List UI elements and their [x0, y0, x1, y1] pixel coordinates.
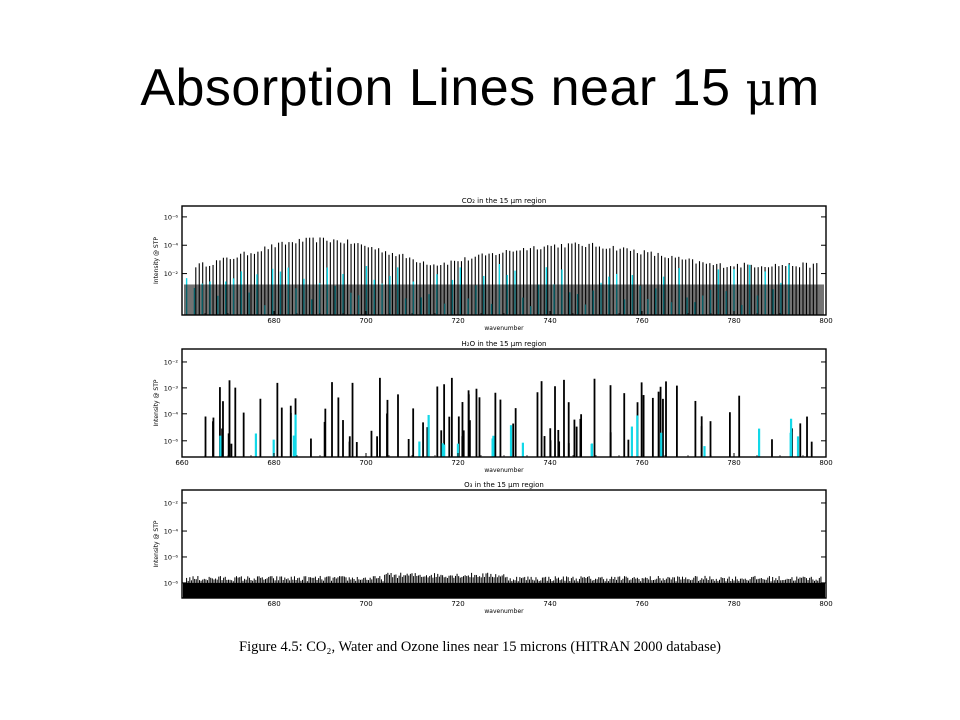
y-tick-label: 10⁻⁶ [164, 553, 179, 561]
panel-title: O₃ in the 15 μm region [464, 481, 544, 489]
x-tick-label: 740 [543, 459, 556, 467]
x-axis-label: wavenumber [484, 325, 524, 332]
y-tick-label: 10⁻⁶ [164, 437, 179, 445]
y-tick-label: 10⁻³ [164, 384, 179, 392]
slide-title: Absorption Lines near 15 μm [0, 58, 960, 118]
x-tick-label: 720 [451, 600, 464, 608]
panel-h2o: H₂O in the 15 μm region 660 680 700 720 740 76… [153, 340, 833, 474]
x-tick-label: 700 [359, 317, 372, 325]
panel-co2: CO₂ in the 15 μm region 680 700 720 740 760 78… [153, 197, 833, 332]
y-tick-label: 10⁻⁶ [164, 213, 179, 221]
x-tick-label: 720 [451, 459, 464, 467]
y-tick-label: 10⁻⁴ [164, 528, 179, 536]
y-tick-label: 10⁻² [164, 499, 179, 507]
y-tick-label: 10⁻⁴ [164, 242, 179, 250]
panel-title: H₂O in the 15 μm region [462, 340, 547, 348]
x-tick-label: 720 [451, 317, 464, 325]
title-unit: m [775, 59, 820, 117]
x-tick-label: 740 [543, 600, 556, 608]
x-tick-label: 740 [543, 317, 556, 325]
panel-o3: O₃ in the 15 μm region 680 700 720 740 760 780… [153, 481, 833, 615]
x-tick-label: 760 [635, 317, 648, 325]
title-text: Absorption Lines near 15 [140, 59, 746, 117]
y-tick-label: 10⁻⁶ [164, 579, 179, 587]
x-axis-label: wavenumber [484, 608, 524, 615]
panel-title: CO₂ in the 15 μm region [462, 197, 547, 205]
co2-dense-fill [184, 284, 824, 315]
x-tick-label: 760 [635, 459, 648, 467]
x-tick-label: 780 [727, 317, 740, 325]
y-axis-label: Intensity @ STP [153, 237, 160, 284]
x-tick-label: 700 [359, 600, 372, 608]
y-axis-label: Intensity @ STP [153, 520, 160, 567]
x-tick-label: 700 [359, 459, 372, 467]
x-tick-label: 680 [267, 600, 280, 608]
y-tick-label: 10⁻² [164, 358, 179, 366]
x-tick-label: 800 [819, 459, 832, 467]
micro-symbol: μ [745, 62, 776, 116]
x-tick-label: 760 [635, 600, 648, 608]
x-tick-label: 780 [727, 459, 740, 467]
y-tick-label: 10⁻² [164, 270, 179, 278]
figure-caption: Figure 4.5: CO₂, Water and Ozone lines n… [239, 639, 721, 655]
x-tick-label: 680 [267, 459, 280, 467]
y-axis-label: Intensity @ STP [153, 379, 160, 426]
x-tick-label: 800 [819, 600, 832, 608]
x-tick-label: 660 [175, 459, 188, 467]
x-tick-label: 780 [727, 600, 740, 608]
x-tick-label: 680 [267, 317, 280, 325]
x-axis-label: wavenumber [484, 467, 524, 474]
o3-dense-fill [183, 582, 825, 598]
y-tick-label: 10⁻⁴ [164, 410, 179, 418]
x-tick-label: 800 [819, 317, 832, 325]
